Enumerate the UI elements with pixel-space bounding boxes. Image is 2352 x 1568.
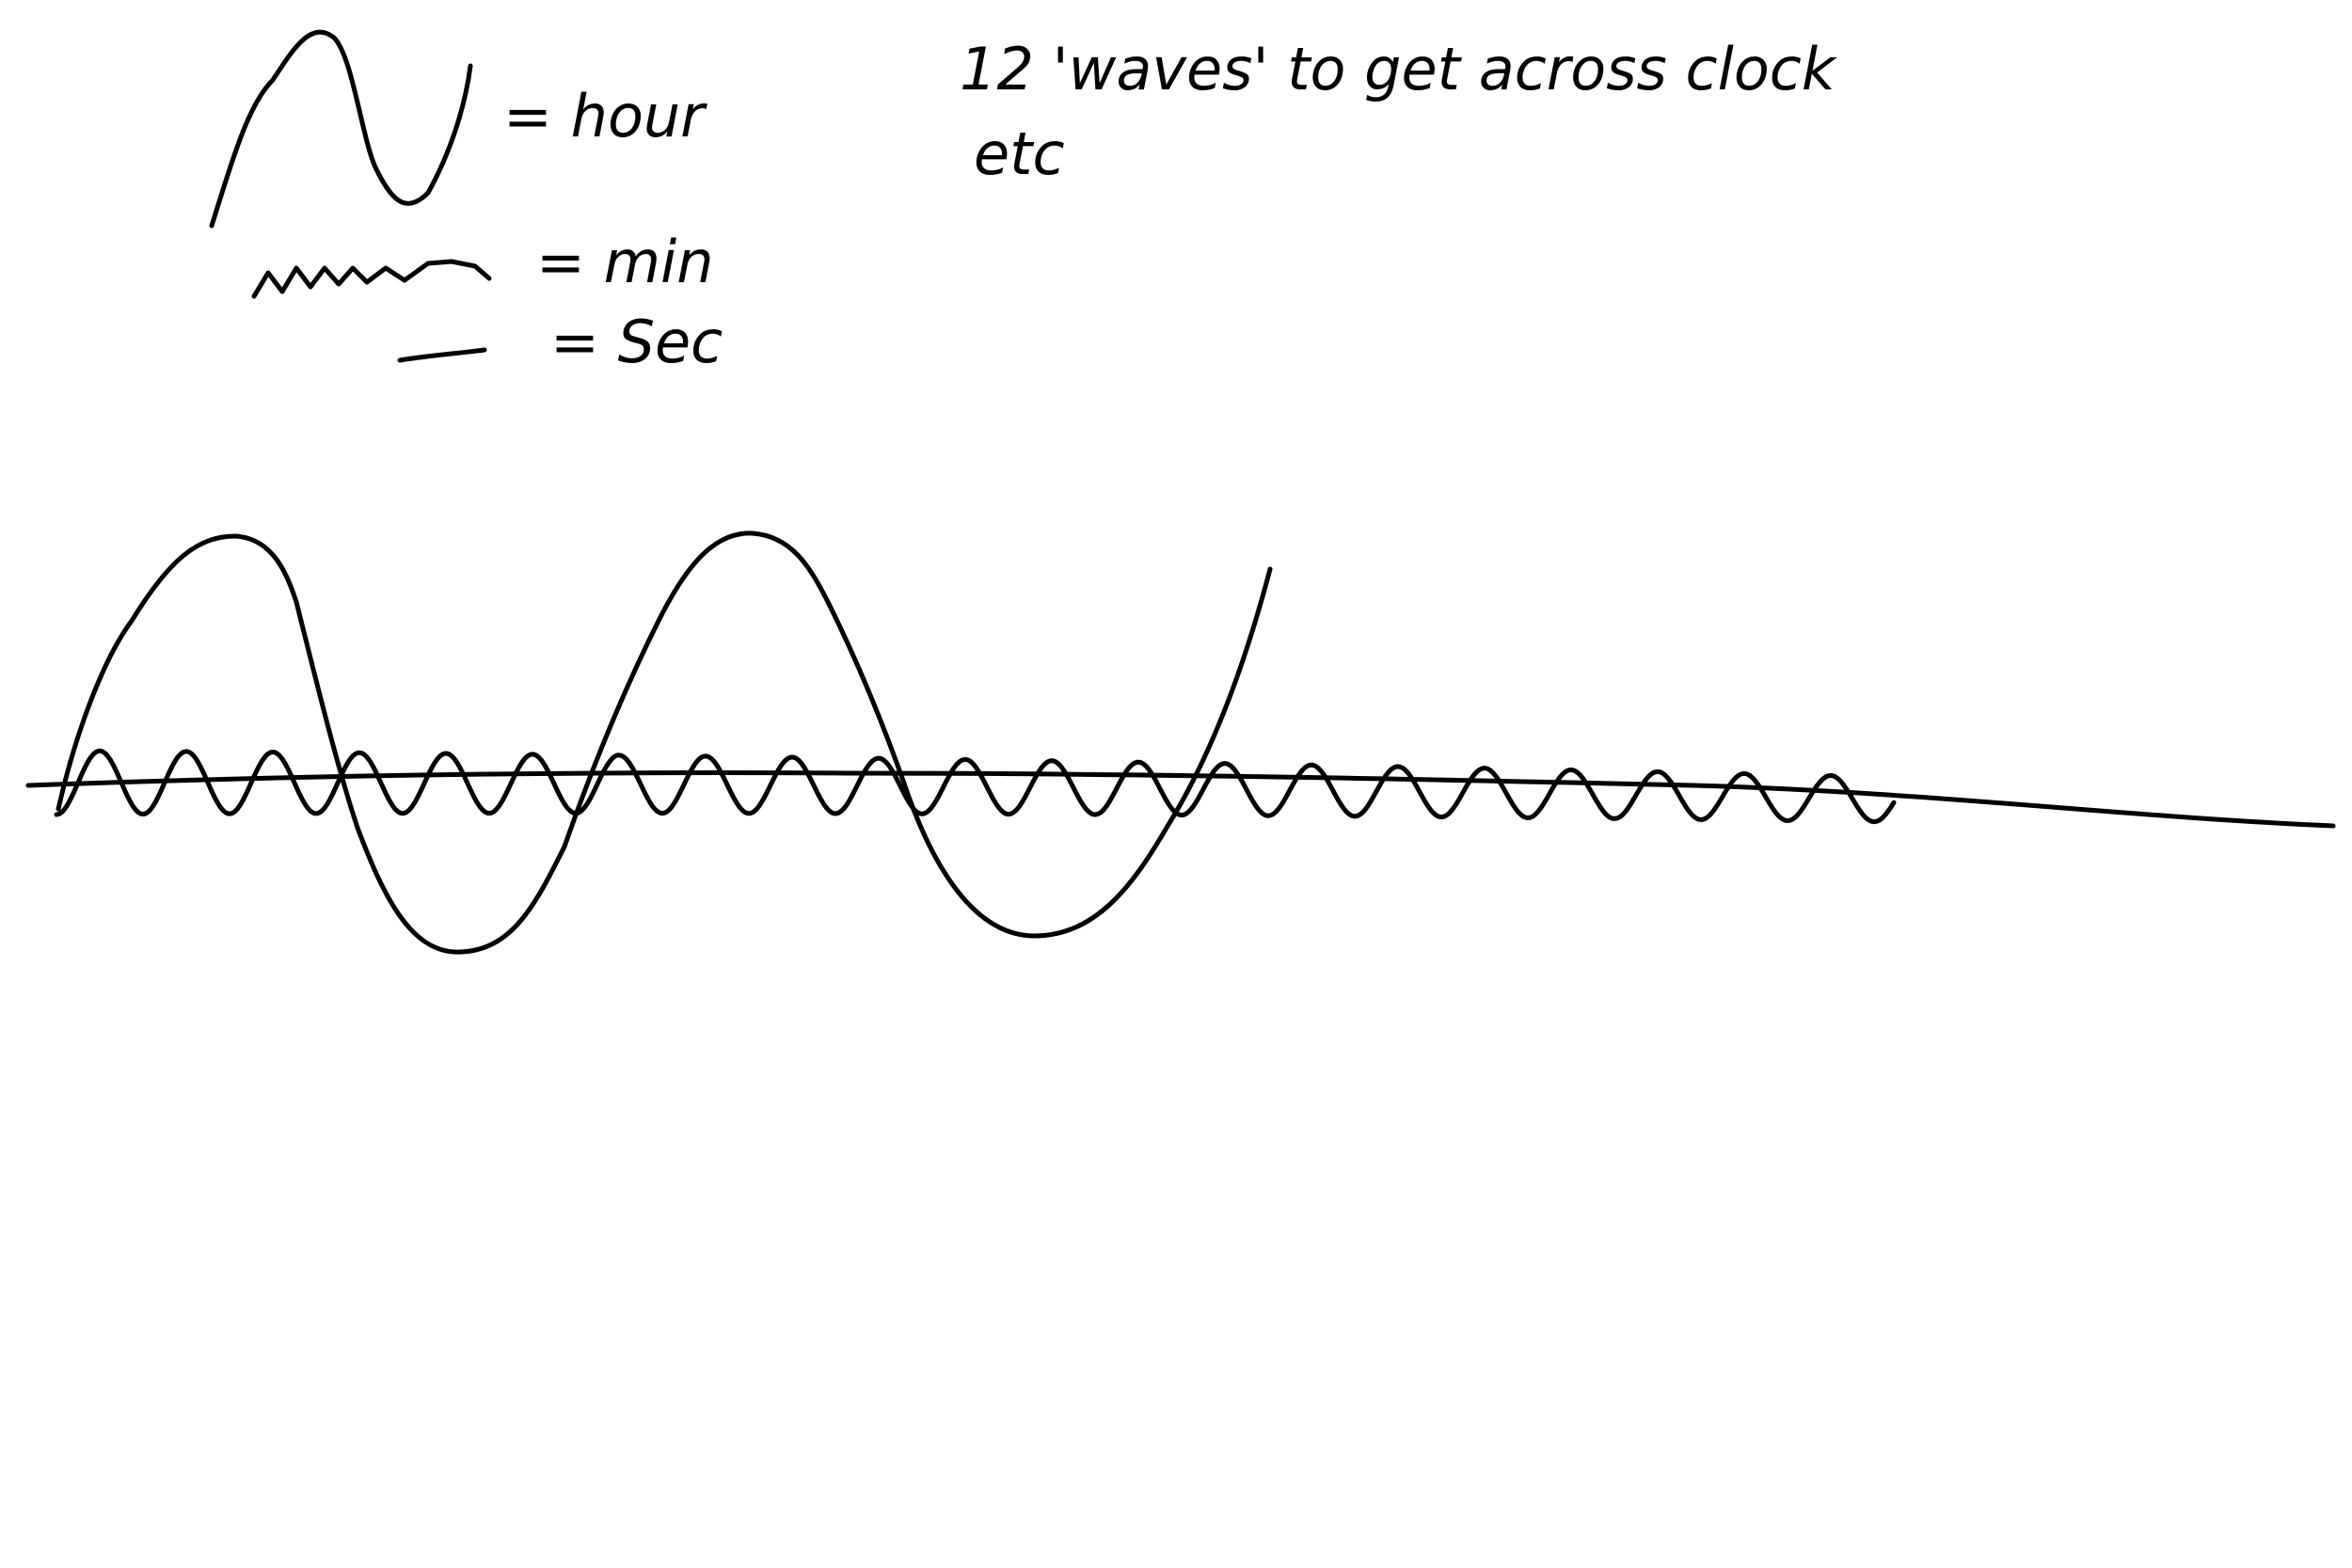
legend-hour-label: = hour	[503, 82, 707, 150]
legend-minute-label: = min	[536, 228, 714, 296]
hour-wave	[56, 531, 1273, 955]
legend-second-line	[397, 347, 487, 363]
minute-wave	[54, 748, 1897, 825]
legend-minute-wave	[251, 259, 492, 299]
seconds-line	[25, 770, 2336, 829]
note-line-2: etc	[974, 119, 1065, 188]
note-line-1: 12 'waves' to get across clock	[960, 35, 1837, 103]
legend-second-label: = Sec	[550, 308, 723, 376]
legend-hour-wave	[209, 29, 473, 229]
